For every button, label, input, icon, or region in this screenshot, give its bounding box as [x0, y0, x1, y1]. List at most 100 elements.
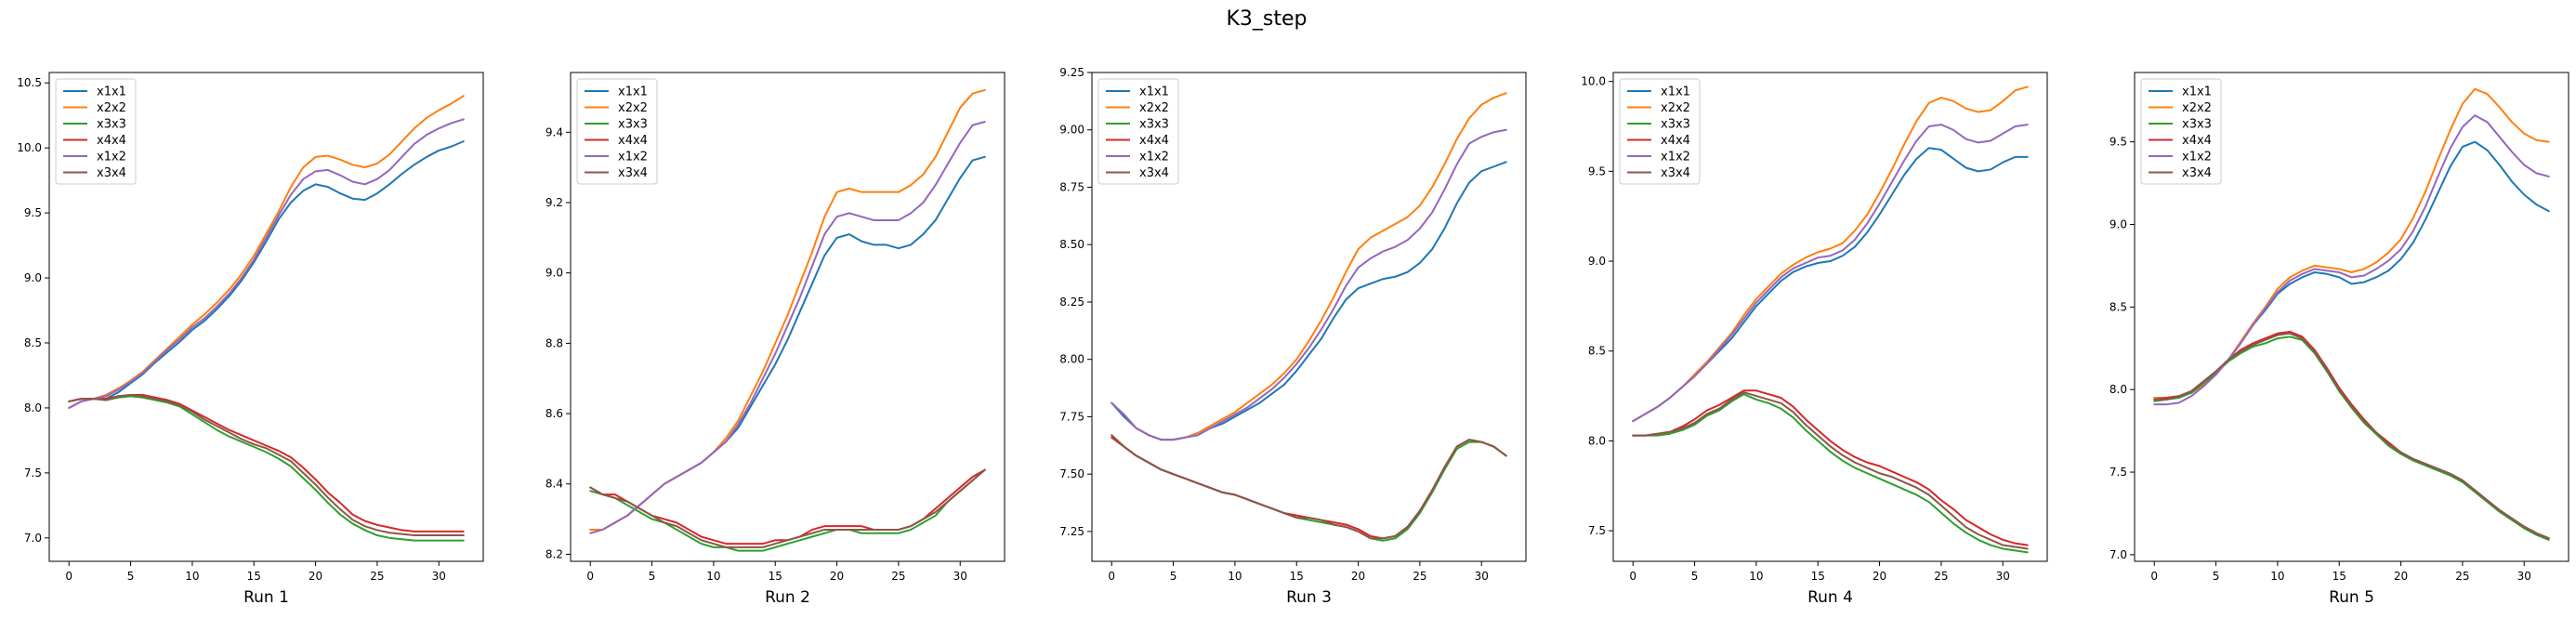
legend: x1x1 x2x2 x3x3 x4x4 x1x2 x3x4	[55, 78, 137, 185]
y-tick-label: 8.5	[24, 336, 42, 349]
x-axis-label: Run 2	[765, 588, 810, 607]
y-tick-label: 9.2	[545, 196, 563, 209]
y-tick-label: 10.0	[1581, 75, 1606, 88]
y-tick-label: 7.5	[2109, 466, 2127, 479]
x-tick-label: 10	[1749, 570, 1763, 583]
series-line-x3x4	[589, 468, 986, 548]
series-line-x1x2	[589, 120, 986, 534]
legend-label-x2x2: x2x2	[2182, 101, 2212, 115]
x-tick-label: 20	[830, 570, 844, 583]
legend-label-x2x2: x2x2	[1139, 101, 1169, 115]
legend-label-x1x1: x1x1	[2182, 85, 2212, 99]
legend-label-x1x1: x1x1	[1661, 85, 1690, 99]
legend-label-x3x4: x3x4	[618, 166, 648, 180]
series-line-x1x2	[1632, 124, 2029, 423]
legend-label-x3x3: x3x3	[1139, 118, 1169, 132]
legend-label-x2x2: x2x2	[618, 101, 648, 115]
y-tick-label: 8.0	[2109, 383, 2127, 396]
y-tick-label: 9.0	[24, 271, 42, 284]
legend-label-x3x4: x3x4	[1139, 166, 1169, 180]
subplot-3: 0 5 10 15 20 25 30 7.25 7.50 7.75 8.00 8.25 8.50 8.75…	[1059, 66, 1527, 607]
x-tick-label: 25	[891, 570, 905, 583]
x-tick-label: 30	[953, 570, 967, 583]
x-tick-label: 30	[1475, 570, 1489, 583]
x-tick-label: 15	[1811, 570, 1825, 583]
legend-label-x3x3: x3x3	[618, 118, 648, 132]
legend: x1x1 x2x2 x3x3 x4x4 x1x2 x3x4	[2140, 78, 2222, 185]
x-tick-label: 0	[1629, 570, 1636, 583]
y-tick-label: 8.8	[545, 336, 563, 349]
x-tick-label: 10	[706, 570, 720, 583]
y-tick-label: 8.0	[1588, 434, 1606, 447]
legend-label-x1x2: x1x2	[2182, 151, 2212, 164]
y-tick-label: 8.2	[545, 547, 563, 560]
series-line-x2x2	[68, 95, 465, 409]
legend-label-x1x2: x1x2	[1139, 151, 1169, 164]
series-line-x1x2	[68, 118, 465, 409]
x-tick-label: 0	[2150, 570, 2158, 583]
x-tick-label: 25	[1413, 570, 1426, 583]
y-tick-label: 7.0	[2109, 548, 2127, 561]
legend-box	[1619, 78, 1701, 185]
x-tick-label: 30	[2517, 570, 2531, 583]
x-tick-label: 30	[432, 570, 446, 583]
legend-label-x1x2: x1x2	[97, 151, 126, 164]
legend-label-x4x4: x4x4	[1661, 134, 1690, 148]
legend-label-x3x3: x3x3	[1661, 118, 1690, 132]
y-tick-label: 7.50	[1059, 467, 1084, 480]
series-line-x3x4	[1632, 391, 2029, 550]
legend-label-x1x2: x1x2	[1661, 151, 1690, 164]
legend-label-x1x1: x1x1	[97, 85, 126, 99]
y-tick-label: 9.5	[1588, 164, 1606, 178]
y-tick-label: 7.25	[1059, 525, 1084, 538]
legend-box	[55, 78, 137, 185]
axes-frame	[1091, 72, 1527, 562]
y-tick-label: 9.5	[2109, 136, 2127, 149]
x-tick-label: 20	[2394, 570, 2408, 583]
series-line-x3x3	[589, 468, 986, 552]
legend: x1x1 x2x2 x3x3 x4x4 x1x2 x3x4	[576, 78, 658, 185]
legend-label-x4x4: x4x4	[2182, 134, 2212, 148]
x-tick-label: 0	[586, 570, 594, 583]
series-line-x3x4	[1111, 434, 1507, 540]
x-tick-label: 25	[2455, 570, 2469, 583]
y-tick-label: 7.0	[24, 532, 42, 545]
x-tick-label: 10	[185, 570, 199, 583]
x-tick-label: 15	[769, 570, 782, 583]
legend-label-x3x3: x3x3	[2182, 118, 2212, 132]
x-tick-label: 20	[1351, 570, 1365, 583]
x-tick-label: 25	[370, 570, 384, 583]
x-axis-label: Run 5	[2329, 588, 2374, 607]
y-tick-label: 9.4	[545, 125, 563, 138]
subplot-2: 0 5 10 15 20 25 30 8.2 8.4 8.6 8.8 9.0 9.2 9.4 Run 2 x1…	[545, 72, 1005, 607]
legend-label-x4x4: x4x4	[97, 134, 126, 148]
legend: x1x1 x2x2 x3x3 x4x4 x1x2 x3x4	[1619, 78, 1701, 185]
series-line-x3x4	[2153, 332, 2550, 540]
axes-frame	[2134, 72, 2569, 562]
series-line-x3x3	[1632, 393, 2029, 554]
x-axis-label: Run 3	[1286, 588, 1332, 607]
y-tick-label: 8.00	[1059, 353, 1084, 366]
x-axis-label: Run 4	[1807, 588, 1853, 607]
axes-frame	[570, 72, 1005, 562]
legend-label-x3x4: x3x4	[1661, 166, 1690, 180]
x-tick-label: 15	[1290, 570, 1304, 583]
x-tick-label: 0	[65, 570, 72, 583]
x-tick-label: 25	[1934, 570, 1948, 583]
series-line-x1x2	[1111, 128, 1507, 441]
subplots: 0 5 10 15 20 25 30 7.0 7.5 8.0 8.5 9.0 9.5 10.0 10.5 Ru…	[17, 66, 2569, 607]
figure-title: K3_step	[1226, 7, 1307, 31]
x-tick-label: 15	[2333, 570, 2346, 583]
x-tick-label: 5	[127, 570, 135, 583]
legend-label-x1x1: x1x1	[618, 85, 648, 99]
legend-box	[2140, 78, 2222, 185]
x-tick-label: 5	[1170, 570, 1177, 583]
x-axis-label: Run 1	[243, 588, 289, 607]
y-tick-label: 9.0	[1588, 255, 1606, 268]
series-line-x2x2	[1632, 85, 2029, 423]
x-tick-label: 5	[649, 570, 656, 583]
series-line-x1x2	[2153, 114, 2550, 406]
subplot-4: 0 5 10 15 20 25 30 7.5 8.0 8.5 9.0 9.5 10.0 Run 4 x1x1…	[1581, 72, 2048, 607]
legend-box	[576, 78, 658, 185]
